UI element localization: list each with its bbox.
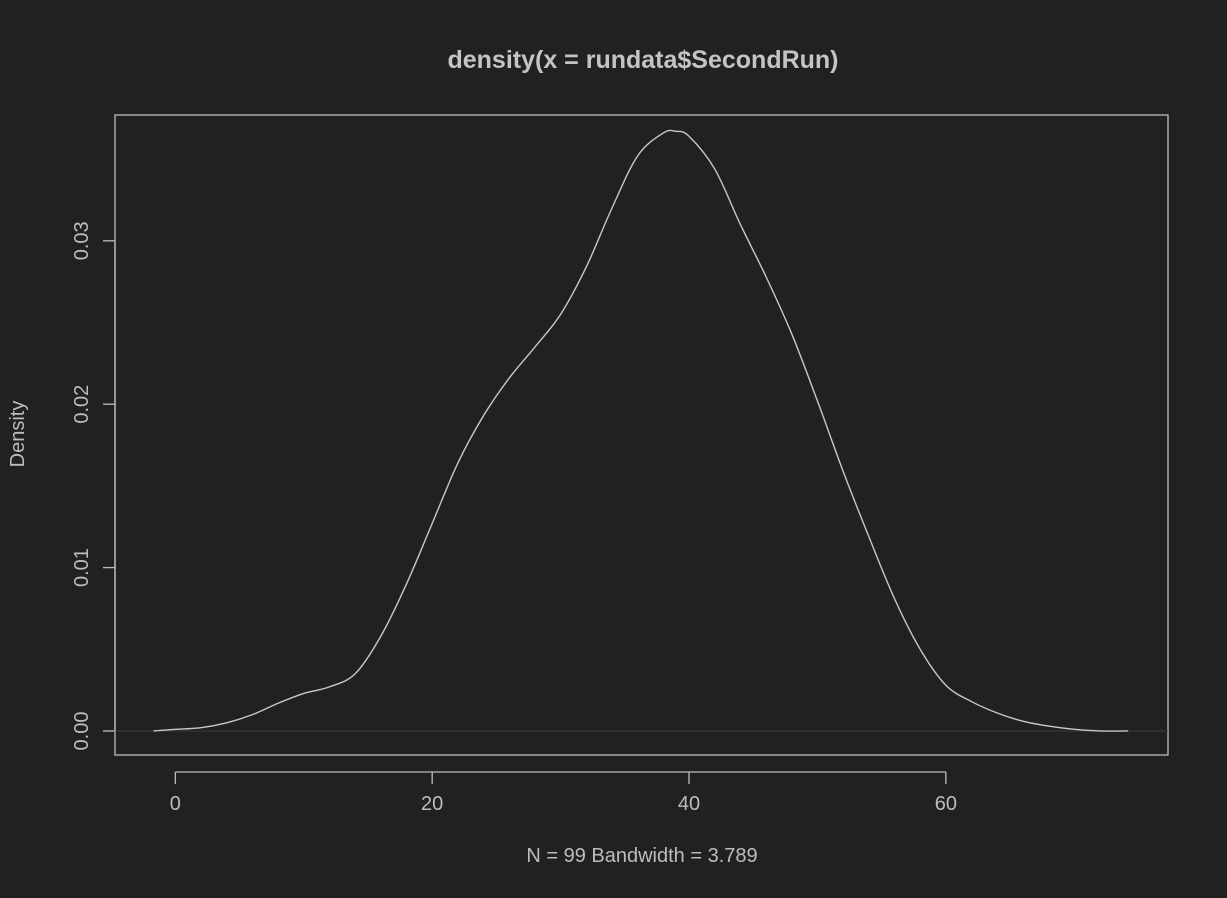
y-tick-label: 0.02: [71, 385, 93, 424]
x-tick-label: 40: [678, 793, 700, 815]
y-tick-label: 0.00: [71, 712, 93, 751]
y-axis-label: Density: [7, 401, 29, 468]
x-tick-label: 20: [421, 793, 443, 815]
x-tick-label: 0: [170, 793, 181, 815]
density-curve: [153, 129, 1129, 732]
y-tick-label: 0.03: [71, 221, 93, 260]
chart-title: density(x = rundata$SecondRun): [447, 46, 838, 74]
y-tick-label: 0.01: [71, 548, 93, 587]
x-tick-label: 60: [935, 793, 957, 815]
x-axis-label: N = 99 Bandwidth = 3.789: [526, 845, 757, 867]
plot-frame: [114, 114, 1169, 756]
x-axis: 0 20 40 60: [170, 771, 957, 815]
y-axis: 0.00 0.01 0.02 0.03: [71, 221, 116, 751]
